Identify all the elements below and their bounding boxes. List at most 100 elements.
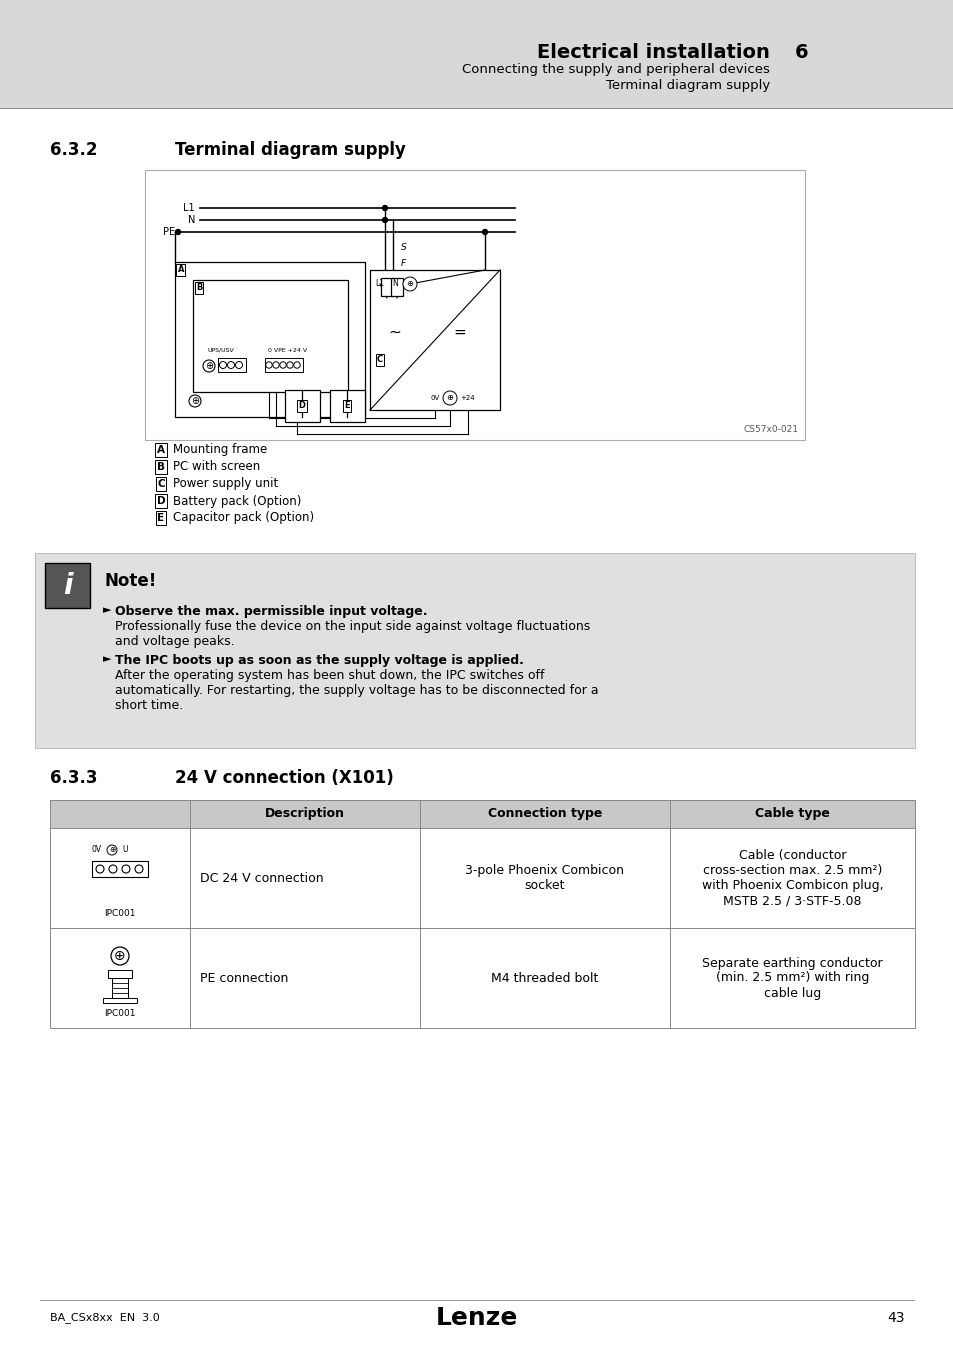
Circle shape — [111, 946, 129, 965]
Circle shape — [294, 362, 300, 369]
Bar — [145, 170, 804, 440]
Circle shape — [442, 392, 456, 405]
Bar — [35, 554, 914, 748]
Circle shape — [266, 362, 272, 369]
Text: L1: L1 — [183, 202, 194, 213]
Text: Note!: Note! — [105, 572, 157, 590]
Text: ►: ► — [103, 605, 112, 616]
Circle shape — [96, 865, 104, 873]
Text: Professionally fuse the device on the input side against voltage fluctuations: Professionally fuse the device on the in… — [115, 620, 590, 633]
Circle shape — [109, 865, 117, 873]
Text: Separate earthing conductor
(min. 2.5 mm²) with ring
cable lug: Separate earthing conductor (min. 2.5 mm… — [701, 957, 882, 999]
Text: Terminal diagram supply: Terminal diagram supply — [174, 140, 405, 159]
Text: 0V: 0V — [91, 845, 102, 855]
Circle shape — [482, 230, 487, 235]
Circle shape — [227, 362, 234, 369]
Text: L1: L1 — [375, 279, 384, 289]
Text: short time.: short time. — [115, 699, 183, 711]
Text: Power supply unit: Power supply unit — [172, 478, 278, 490]
Circle shape — [287, 362, 293, 369]
Bar — [265, 358, 303, 373]
Text: N: N — [392, 279, 397, 289]
Circle shape — [219, 362, 226, 369]
Text: Mounting frame: Mounting frame — [172, 444, 267, 456]
Circle shape — [235, 362, 242, 369]
Text: The IPC boots up as soon as the supply voltage is applied.: The IPC boots up as soon as the supply v… — [115, 653, 523, 667]
Bar — [0, 0, 953, 108]
Bar — [50, 801, 914, 828]
Text: C: C — [157, 479, 165, 489]
Bar — [218, 358, 246, 373]
Circle shape — [382, 217, 387, 223]
Text: ⊕: ⊕ — [205, 360, 213, 371]
Text: =: = — [453, 324, 466, 339]
Bar — [193, 279, 348, 392]
Bar — [330, 390, 365, 423]
Text: D: D — [156, 495, 165, 506]
Text: 0V: 0V — [430, 396, 439, 401]
Text: A: A — [177, 266, 184, 274]
Text: 6.3.3: 6.3.3 — [50, 769, 97, 787]
Text: Description: Description — [265, 807, 345, 821]
Text: 24 V connection (X101): 24 V connection (X101) — [174, 769, 394, 787]
Bar — [45, 563, 90, 608]
Text: ►: ► — [103, 653, 112, 664]
Text: Connection type: Connection type — [487, 807, 601, 821]
Circle shape — [135, 865, 143, 873]
Text: N: N — [188, 215, 194, 225]
Bar — [50, 828, 914, 927]
Text: 43: 43 — [886, 1311, 904, 1324]
Text: C: C — [376, 355, 383, 364]
Circle shape — [122, 865, 130, 873]
Text: Cable (conductor
cross-section max. 2.5 mm²)
with Phoenix Combicon plug,
MSTB 2.: Cable (conductor cross-section max. 2.5 … — [701, 849, 882, 907]
Text: IPC001: IPC001 — [104, 1010, 135, 1018]
Text: ⊕: ⊕ — [109, 845, 115, 855]
Text: and voltage peaks.: and voltage peaks. — [115, 634, 234, 648]
Text: 3-pole Phoenix Combicon
socket: 3-pole Phoenix Combicon socket — [465, 864, 624, 892]
Bar — [174, 262, 365, 417]
Text: CS57x0-021: CS57x0-021 — [743, 425, 799, 433]
Text: S: S — [400, 243, 406, 252]
Text: E: E — [344, 401, 350, 410]
Text: 0 VPE +24 V: 0 VPE +24 V — [268, 347, 307, 352]
Text: automatically. For restarting, the supply voltage has to be disconnected for a: automatically. For restarting, the suppl… — [115, 684, 598, 697]
Circle shape — [279, 362, 286, 369]
Text: Lenze: Lenze — [436, 1305, 517, 1330]
Text: Capacitor pack (Option): Capacitor pack (Option) — [172, 512, 314, 525]
Text: F: F — [400, 259, 406, 269]
Text: BA_CSx8xx  EN  3.0: BA_CSx8xx EN 3.0 — [50, 1312, 159, 1323]
Circle shape — [402, 277, 416, 292]
Text: ⊕: ⊕ — [114, 949, 126, 963]
Bar — [103, 998, 137, 1003]
Text: +24: +24 — [460, 396, 475, 401]
Text: B: B — [195, 284, 202, 293]
Circle shape — [273, 362, 279, 369]
Text: M4 threaded bolt: M4 threaded bolt — [491, 972, 598, 984]
Text: Connecting the supply and peripheral devices: Connecting the supply and peripheral dev… — [461, 63, 769, 77]
Bar — [370, 270, 499, 410]
Text: PC with screen: PC with screen — [172, 460, 260, 474]
Bar — [50, 927, 914, 1027]
Circle shape — [107, 845, 117, 855]
Text: IPC001: IPC001 — [104, 910, 135, 918]
Bar — [91, 861, 148, 878]
Text: PE: PE — [163, 227, 174, 238]
Text: After the operating system has been shut down, the IPC switches off: After the operating system has been shut… — [115, 670, 544, 682]
Text: A: A — [157, 446, 165, 455]
Text: Electrical installation: Electrical installation — [537, 42, 769, 62]
Text: E: E — [157, 513, 164, 522]
Bar — [108, 971, 132, 977]
Text: PE connection: PE connection — [200, 972, 288, 984]
Bar — [380, 278, 393, 296]
Circle shape — [175, 230, 180, 235]
Text: ⊕: ⊕ — [446, 393, 453, 402]
Text: 6.3.2: 6.3.2 — [50, 140, 97, 159]
Text: 6: 6 — [794, 42, 808, 62]
Text: Battery pack (Option): Battery pack (Option) — [172, 494, 301, 508]
Text: Cable type: Cable type — [754, 807, 829, 821]
Text: Observe the max. permissible input voltage.: Observe the max. permissible input volta… — [115, 605, 427, 618]
Text: D: D — [298, 401, 305, 410]
Circle shape — [203, 360, 214, 373]
Text: i: i — [63, 571, 72, 599]
Text: U: U — [122, 845, 128, 855]
